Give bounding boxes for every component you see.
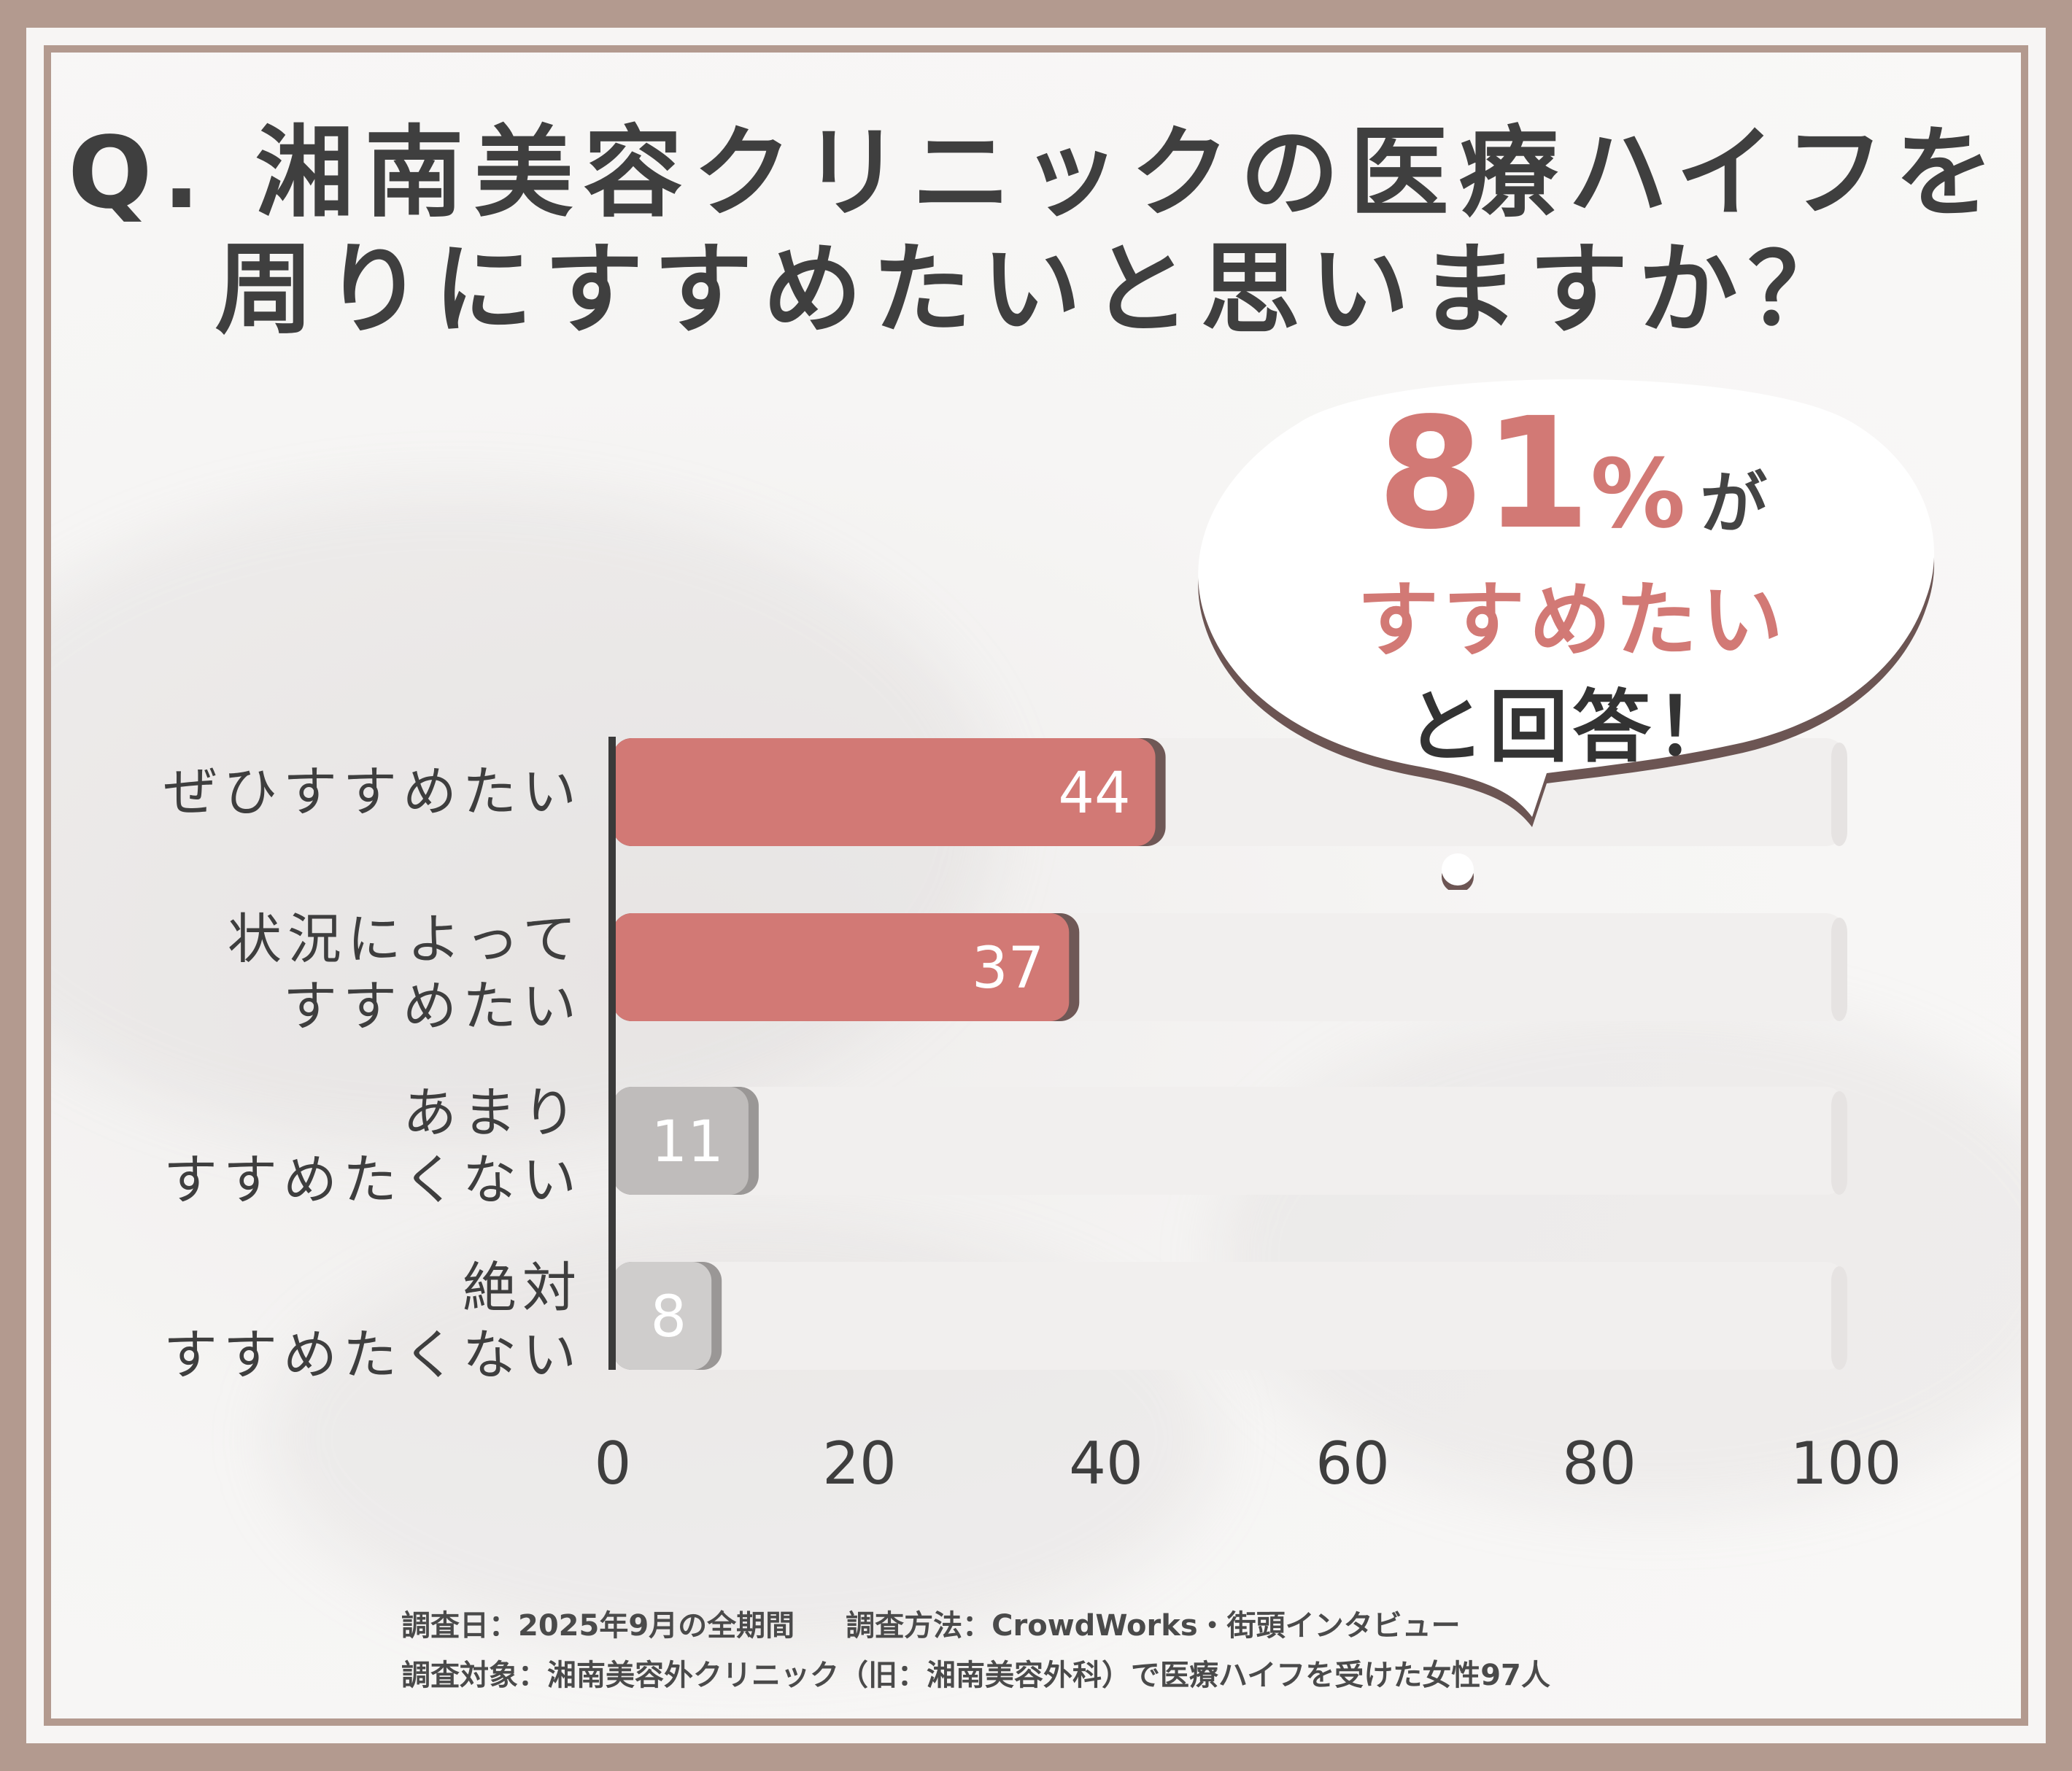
speech-bubble: 81% が すすめたい と回答！: [1197, 379, 1948, 890]
bar-track-edge: [1831, 1266, 1847, 1370]
footnote-date: 調査日：2025年9月の全期間: [401, 1609, 795, 1643]
bar-value-label: 11: [652, 1109, 724, 1175]
chart-title-line-1: Q. 湘南美容クリニックの医療ハイフを: [68, 116, 2004, 231]
callout-percent-line: 81% が: [1197, 394, 1948, 554]
category-label-line: あまり: [403, 1082, 582, 1144]
footnote-line-1: 調査日：2025年9月の全期間 調査方法：CrowdWorks・街頭インタビュー: [401, 1602, 1461, 1644]
bar-value-label: 44: [1058, 761, 1130, 826]
bar: [613, 1262, 712, 1370]
bar-track-edge: [1831, 743, 1847, 846]
bar-track: [613, 1087, 1846, 1195]
callout-suffix: が: [1700, 465, 1768, 543]
x-tick-label: 40: [1069, 1430, 1143, 1497]
category-label: 状況によって すすめたい: [228, 906, 582, 1040]
footnote-method: 調査方法：CrowdWorks・街頭インタビュー: [846, 1609, 1461, 1643]
bar: [613, 1087, 749, 1195]
bar-value-label: 8: [651, 1284, 687, 1350]
chart-title-line-2: 周りにすすめたいと思いますか？: [214, 233, 1858, 348]
category-label: 絶対 すすめたくない: [163, 1255, 582, 1389]
speech-bubble-shape: [1198, 379, 1935, 890]
category-label: あまり すすめたくない: [163, 1080, 582, 1214]
bar-value-label: 37: [972, 936, 1044, 1001]
category-label: ぜひすすめたい: [163, 759, 582, 826]
x-tick-label: 20: [822, 1430, 897, 1497]
category-label-line: すすめたい: [283, 975, 582, 1038]
bar: [613, 738, 1156, 846]
background-swirl: [1218, 1001, 2021, 1511]
x-tick-label: 60: [1315, 1430, 1390, 1497]
y-axis-line: [608, 737, 616, 1370]
category-label-line: すすめたくない: [163, 1149, 582, 1212]
bar-track-edge: [1831, 1091, 1847, 1195]
category-label-line: 状況によって: [227, 908, 582, 971]
x-tick-label: 100: [1790, 1430, 1902, 1497]
callout-line-3: と回答！: [1405, 682, 1739, 773]
x-tick-label: 80: [1562, 1430, 1636, 1497]
bar-track-edge: [1831, 918, 1847, 1021]
callout-line-2: すすめたい: [1357, 573, 1787, 668]
inner-frame: [44, 45, 2028, 1726]
category-label-line: ぜひすすめたい: [163, 761, 582, 824]
bar: [613, 913, 1070, 1021]
callout-percent: 81: [1377, 384, 1590, 563]
bar-track: [613, 1262, 1846, 1370]
callout-percent-unit: %: [1590, 438, 1686, 549]
x-tick-label: 0: [594, 1430, 632, 1497]
category-label-line: 絶対: [463, 1257, 582, 1319]
footnote-target: 調査対象：湘南美容外クリニック（旧：湘南美容外科）で医療ハイフを受けた女性97人: [401, 1659, 1550, 1692]
category-label-line: すすめたくない: [163, 1324, 582, 1387]
